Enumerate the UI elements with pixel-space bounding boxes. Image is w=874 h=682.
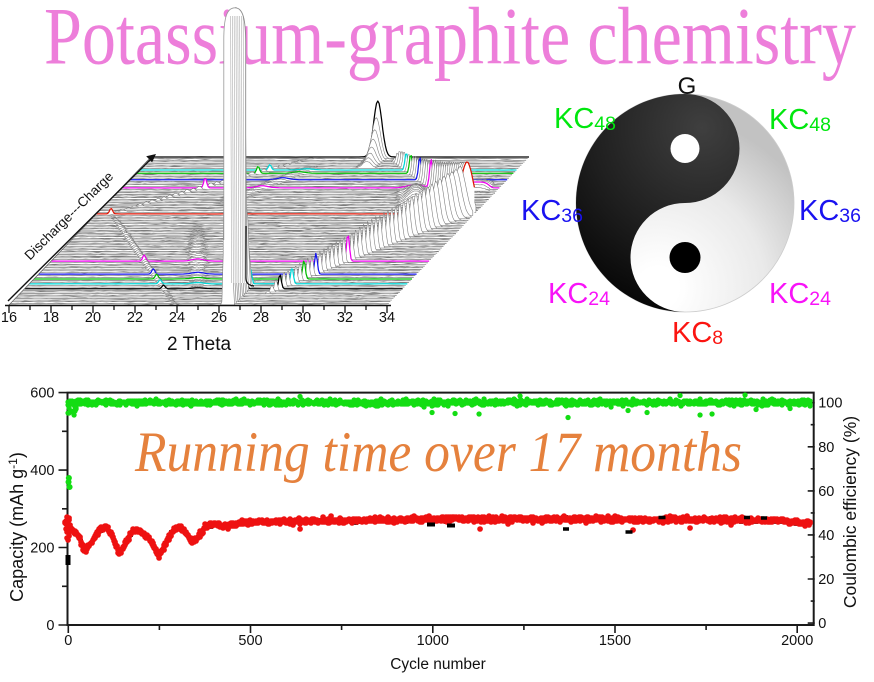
svg-text:400: 400 (30, 463, 54, 479)
svg-text:600: 600 (30, 386, 54, 402)
svg-text:18: 18 (43, 310, 59, 326)
svg-text:0: 0 (46, 618, 54, 634)
svg-text:34: 34 (379, 310, 395, 326)
svg-text:KC36: KC36 (799, 195, 861, 227)
svg-text:24: 24 (169, 310, 185, 326)
svg-text:500: 500 (238, 633, 262, 649)
svg-text:Running time over 17 months: Running time over 17 months (134, 421, 742, 484)
svg-text:200: 200 (30, 541, 54, 557)
svg-text:Cycle number: Cycle number (390, 656, 486, 673)
svg-text:0: 0 (818, 616, 826, 632)
svg-text:28: 28 (253, 310, 269, 326)
svg-text:20: 20 (85, 310, 101, 326)
svg-text:2 Theta: 2 Theta (167, 334, 232, 355)
svg-text:Coulombic efficiency (%): Coulombic efficiency (%) (840, 416, 860, 608)
svg-text:Capacity (mAh g-1): Capacity (mAh g-1) (6, 452, 27, 602)
svg-text:80: 80 (818, 440, 834, 456)
svg-text:0: 0 (64, 633, 72, 649)
svg-text:Potassium-graphite chemistry: Potassium-graphite chemistry (44, 0, 856, 82)
svg-text:26: 26 (211, 310, 227, 326)
svg-text:2000: 2000 (781, 633, 813, 649)
svg-text:30: 30 (295, 310, 311, 326)
svg-text:1000: 1000 (417, 633, 449, 649)
svg-text:32: 32 (337, 310, 353, 326)
svg-text:1500: 1500 (599, 633, 631, 649)
svg-text:G: G (678, 73, 697, 100)
svg-text:40: 40 (818, 528, 834, 544)
svg-text:22: 22 (127, 310, 143, 326)
svg-text:16: 16 (1, 310, 17, 326)
svg-text:20: 20 (818, 572, 834, 588)
svg-text:60: 60 (818, 484, 834, 500)
svg-text:100: 100 (818, 396, 842, 412)
